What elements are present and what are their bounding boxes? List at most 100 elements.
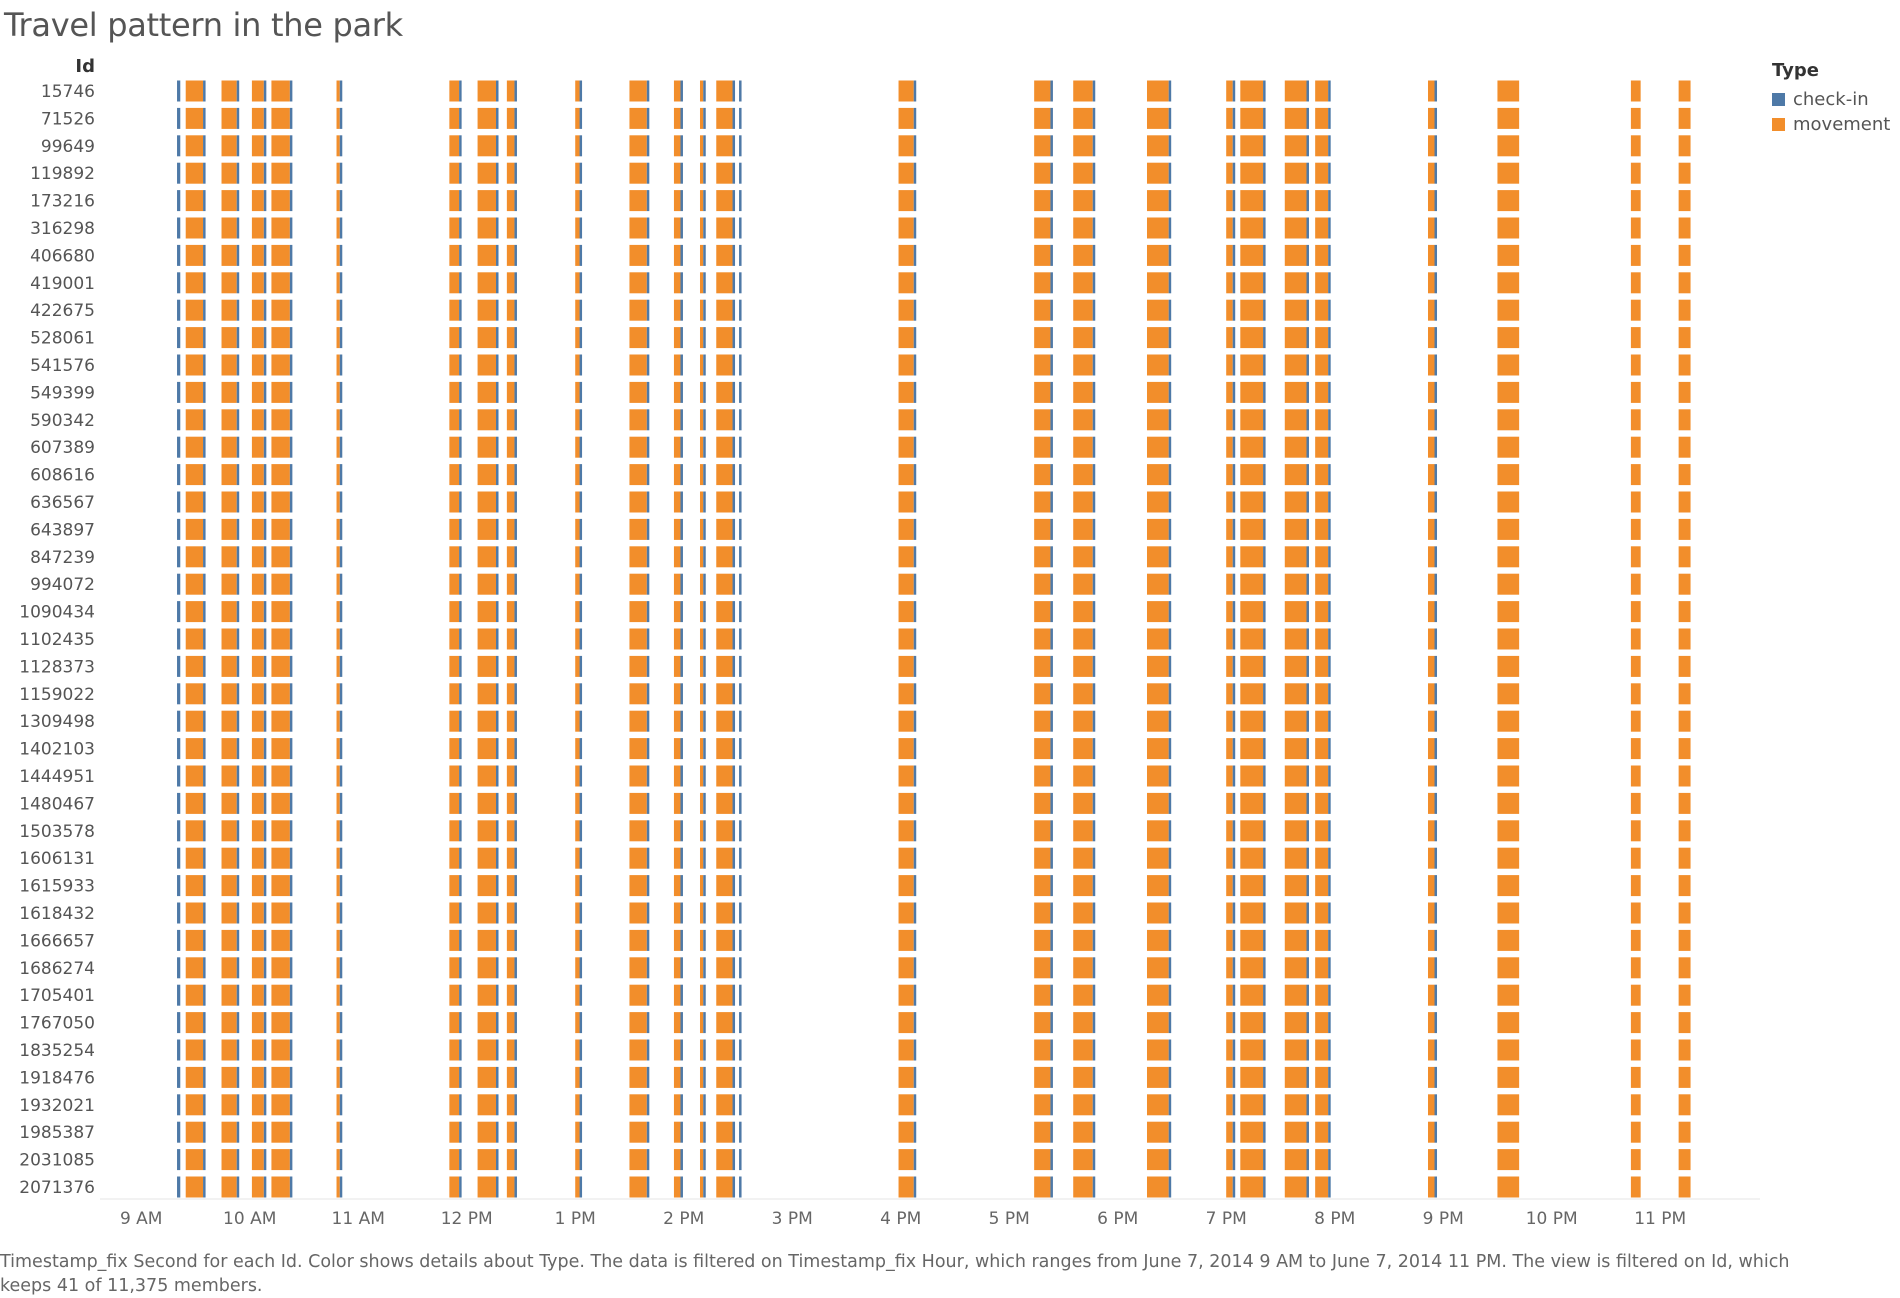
movement-bar[interactable] bbox=[898, 299, 914, 321]
check-in-bar[interactable] bbox=[496, 80, 499, 102]
check-in-bar[interactable] bbox=[1232, 1039, 1236, 1061]
movement-bar[interactable] bbox=[1630, 573, 1641, 595]
check-in-bar[interactable] bbox=[459, 1066, 462, 1088]
movement-bar[interactable] bbox=[336, 957, 340, 979]
movement-bar[interactable] bbox=[1034, 1176, 1051, 1198]
movement-bar[interactable] bbox=[185, 1094, 204, 1116]
movement-bar[interactable] bbox=[271, 190, 290, 212]
check-in-bar[interactable] bbox=[496, 1039, 499, 1061]
movement-bar[interactable] bbox=[1146, 299, 1169, 321]
check-in-bar[interactable] bbox=[496, 518, 499, 540]
movement-bar[interactable] bbox=[1315, 1121, 1329, 1143]
movement-bar[interactable] bbox=[716, 1149, 733, 1171]
movement-bar[interactable] bbox=[1073, 491, 1093, 513]
check-in-bar[interactable] bbox=[739, 655, 742, 677]
check-in-bar[interactable] bbox=[514, 409, 517, 431]
movement-bar[interactable] bbox=[1678, 1176, 1691, 1198]
check-in-bar[interactable] bbox=[1263, 162, 1266, 184]
check-in-bar[interactable] bbox=[496, 601, 499, 623]
check-in-bar[interactable] bbox=[646, 244, 650, 266]
movement-bar[interactable] bbox=[1034, 436, 1051, 458]
check-in-bar[interactable] bbox=[1092, 272, 1096, 294]
movement-bar[interactable] bbox=[477, 299, 497, 321]
movement-bar[interactable] bbox=[1497, 381, 1520, 403]
check-in-bar[interactable] bbox=[339, 573, 343, 595]
movement-bar[interactable] bbox=[1240, 1149, 1264, 1171]
movement-bar[interactable] bbox=[251, 683, 264, 705]
movement-bar[interactable] bbox=[185, 710, 204, 732]
check-in-bar[interactable] bbox=[459, 1176, 462, 1198]
movement-bar[interactable] bbox=[251, 1176, 264, 1198]
check-in-bar[interactable] bbox=[496, 409, 499, 431]
movement-bar[interactable] bbox=[673, 1149, 681, 1171]
check-in-bar[interactable] bbox=[1232, 573, 1236, 595]
check-in-bar[interactable] bbox=[732, 299, 736, 321]
movement-bar[interactable] bbox=[699, 354, 704, 376]
check-in-bar[interactable] bbox=[1263, 381, 1266, 403]
check-in-bar[interactable] bbox=[1050, 1121, 1053, 1143]
movement-bar[interactable] bbox=[221, 738, 237, 760]
movement-bar[interactable] bbox=[185, 546, 204, 568]
check-in-bar[interactable] bbox=[1050, 573, 1053, 595]
movement-bar[interactable] bbox=[1630, 957, 1641, 979]
check-in-bar[interactable] bbox=[1232, 655, 1236, 677]
movement-bar[interactable] bbox=[898, 1039, 914, 1061]
movement-bar[interactable] bbox=[1240, 792, 1264, 814]
movement-bar[interactable] bbox=[629, 1094, 647, 1116]
movement-bar[interactable] bbox=[1678, 738, 1691, 760]
movement-bar[interactable] bbox=[1073, 272, 1093, 294]
check-in-bar[interactable] bbox=[339, 984, 343, 1006]
check-in-bar[interactable] bbox=[514, 546, 517, 568]
check-in-bar[interactable] bbox=[1306, 573, 1309, 595]
check-in-bar[interactable] bbox=[496, 354, 499, 376]
movement-bar[interactable] bbox=[673, 107, 681, 129]
movement-bar[interactable] bbox=[271, 1149, 290, 1171]
movement-bar[interactable] bbox=[575, 190, 580, 212]
movement-bar[interactable] bbox=[1428, 1094, 1435, 1116]
movement-bar[interactable] bbox=[185, 1121, 204, 1143]
check-in-bar[interactable] bbox=[496, 464, 499, 486]
check-in-bar[interactable] bbox=[1050, 272, 1053, 294]
check-in-bar[interactable] bbox=[459, 80, 462, 102]
check-in-bar[interactable] bbox=[236, 409, 240, 431]
check-in-bar[interactable] bbox=[177, 327, 181, 349]
check-in-bar[interactable] bbox=[263, 765, 267, 787]
check-in-bar[interactable] bbox=[203, 1094, 206, 1116]
check-in-bar[interactable] bbox=[514, 765, 517, 787]
movement-bar[interactable] bbox=[1497, 820, 1520, 842]
check-in-bar[interactable] bbox=[680, 984, 683, 1006]
movement-bar[interactable] bbox=[1226, 875, 1233, 897]
movement-bar[interactable] bbox=[1315, 491, 1329, 513]
movement-bar[interactable] bbox=[449, 628, 460, 650]
check-in-bar[interactable] bbox=[1232, 1012, 1236, 1034]
movement-bar[interactable] bbox=[1034, 655, 1051, 677]
movement-bar[interactable] bbox=[1146, 436, 1169, 458]
movement-bar[interactable] bbox=[898, 957, 914, 979]
check-in-bar[interactable] bbox=[459, 518, 462, 540]
check-in-bar[interactable] bbox=[579, 1121, 583, 1143]
check-in-bar[interactable] bbox=[703, 1176, 706, 1198]
movement-bar[interactable] bbox=[716, 820, 733, 842]
check-in-bar[interactable] bbox=[177, 107, 181, 129]
check-in-bar[interactable] bbox=[1168, 162, 1172, 184]
movement-bar[interactable] bbox=[1497, 80, 1520, 102]
movement-bar[interactable] bbox=[1240, 655, 1264, 677]
check-in-bar[interactable] bbox=[1168, 354, 1172, 376]
check-in-bar[interactable] bbox=[236, 354, 240, 376]
movement-bar[interactable] bbox=[1240, 984, 1264, 1006]
movement-bar[interactable] bbox=[1428, 272, 1435, 294]
check-in-bar[interactable] bbox=[1434, 1012, 1438, 1034]
movement-bar[interactable] bbox=[1073, 875, 1093, 897]
check-in-bar[interactable] bbox=[459, 436, 462, 458]
check-in-bar[interactable] bbox=[1092, 628, 1096, 650]
movement-bar[interactable] bbox=[221, 464, 237, 486]
check-in-bar[interactable] bbox=[579, 135, 583, 157]
check-in-bar[interactable] bbox=[1328, 299, 1331, 321]
movement-bar[interactable] bbox=[185, 820, 204, 842]
movement-bar[interactable] bbox=[716, 135, 733, 157]
movement-bar[interactable] bbox=[271, 902, 290, 924]
movement-bar[interactable] bbox=[1073, 464, 1093, 486]
movement-bar[interactable] bbox=[336, 1012, 340, 1034]
movement-bar[interactable] bbox=[1146, 573, 1169, 595]
check-in-bar[interactable] bbox=[1434, 601, 1438, 623]
